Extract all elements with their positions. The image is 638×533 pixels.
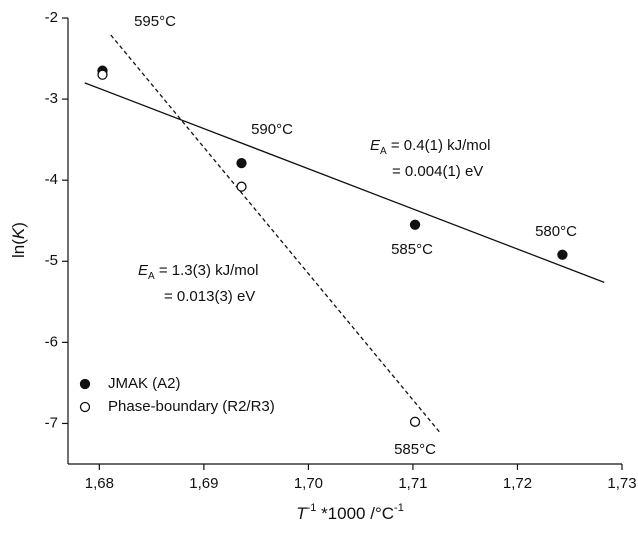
x-tick-label: 1,68	[85, 475, 114, 492]
x-tick-label: 1,71	[398, 475, 427, 492]
x-label-symbol: T	[296, 504, 308, 523]
marker	[236, 181, 247, 192]
annotation-text: = 1.3(3) kJ/mol	[155, 262, 259, 279]
y-label-symbol: K	[9, 227, 28, 239]
annotation: = 0.004(1) eV	[392, 163, 483, 180]
x-tick-label: 1,72	[503, 475, 532, 492]
marker	[409, 219, 421, 230]
point-label: 585°C	[391, 241, 433, 258]
y-label-part: ln(	[9, 239, 28, 258]
fit-line	[84, 82, 605, 283]
marker	[409, 416, 421, 427]
y-tick-label: -2	[45, 9, 58, 26]
x-label-text: *1000 /°C	[316, 504, 394, 523]
y-tick-label: -6	[45, 333, 58, 350]
y-tick-label: -4	[45, 171, 58, 188]
legend-marker	[79, 378, 91, 390]
point-label: 590°C	[251, 121, 293, 138]
point-label: 595°C	[134, 13, 176, 30]
y-tick-label: -5	[45, 252, 58, 269]
y-tick-label: -7	[45, 414, 58, 431]
annotation-text: = 0.4(1) kJ/mol	[387, 137, 491, 154]
annotation: EA = 1.3(3) kJ/mol	[138, 262, 258, 282]
x-label-sup: -1	[394, 502, 404, 514]
x-label-sup: -1	[307, 502, 317, 514]
fit-line	[110, 34, 442, 435]
y-label-part: )	[9, 222, 28, 228]
marker	[557, 249, 568, 260]
marker	[97, 69, 108, 80]
point-label: 580°C	[535, 223, 577, 240]
marker	[236, 158, 247, 169]
annotation-symbol: E	[370, 137, 381, 154]
point-label: 585°C	[394, 441, 436, 458]
annotation: = 0.013(3) eV	[164, 288, 255, 305]
legend-label: JMAK (A2)	[108, 375, 181, 392]
x-tick-label: 1,70	[294, 475, 323, 492]
annotation-symbol: E	[138, 262, 149, 279]
y-axis-label: ln(K)	[9, 222, 28, 258]
legend-label: Phase-boundary (R2/R3)	[108, 398, 275, 415]
legend-marker	[79, 401, 91, 413]
x-tick-label: 1,69	[189, 475, 218, 492]
y-tick-label: -3	[45, 90, 58, 107]
x-axis-label: T-1 *1000 /°C-1	[296, 502, 404, 524]
annotation-sub: A	[148, 271, 155, 282]
annotation-sub: A	[380, 146, 387, 157]
annotation: EA = 0.4(1) kJ/mol	[370, 137, 490, 157]
x-tick-label: 1,73	[607, 475, 636, 492]
